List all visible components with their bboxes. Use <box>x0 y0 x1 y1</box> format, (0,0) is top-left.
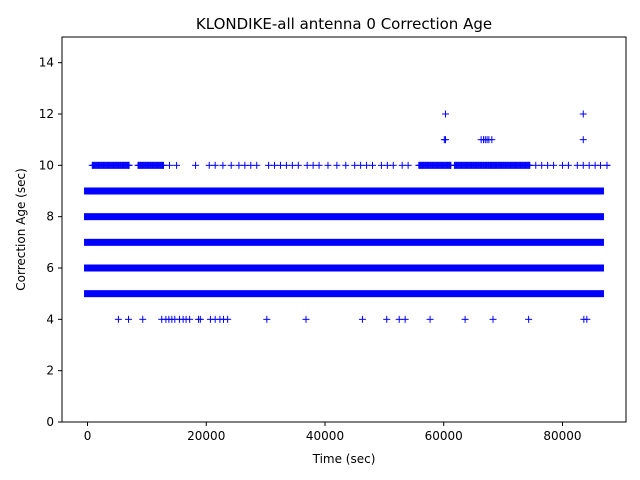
data-point <box>351 161 359 169</box>
data-point <box>114 315 122 323</box>
data-point <box>603 161 611 169</box>
data-point <box>125 161 133 169</box>
data-point <box>383 161 391 169</box>
x-tick-label: 0 <box>84 429 92 443</box>
data-point <box>247 161 255 169</box>
dense-band-7 <box>84 238 604 246</box>
data-point <box>227 161 235 169</box>
x-tick-label: 40000 <box>306 429 344 443</box>
data-point <box>489 315 497 323</box>
data-point <box>160 161 168 169</box>
data-point <box>538 161 546 169</box>
data-point <box>564 161 572 169</box>
data-point <box>389 161 397 169</box>
y-axis-label: Correction Age (sec) <box>14 168 28 291</box>
dense-band-8 <box>84 213 604 221</box>
data-point <box>302 315 310 323</box>
x-tick-label: 80000 <box>543 429 581 443</box>
data-point <box>315 161 323 169</box>
data-point <box>488 136 496 144</box>
data-point <box>196 315 204 323</box>
data-point <box>288 161 296 169</box>
x-axis-label: Time (sec) <box>312 452 376 466</box>
data-point <box>383 315 391 323</box>
data-point <box>426 315 434 323</box>
data-points <box>84 110 611 323</box>
data-point <box>544 161 552 169</box>
y-axis-ticks: 0 2 4 6 8 10 12 14 <box>39 56 62 429</box>
y-tick-label: 4 <box>46 312 54 326</box>
chart-title: KLONDIKE-all antenna 0 Correction Age <box>196 15 492 33</box>
data-point <box>579 161 587 169</box>
y-tick-label: 12 <box>39 107 54 121</box>
data-point <box>241 161 249 169</box>
data-point <box>309 161 317 169</box>
y-tick-label: 10 <box>39 158 54 172</box>
data-point <box>368 161 376 169</box>
data-point <box>596 161 604 169</box>
data-point <box>342 161 350 169</box>
data-point <box>219 161 227 169</box>
data-point <box>357 161 365 169</box>
data-point <box>579 110 587 118</box>
data-point <box>579 136 587 144</box>
data-point <box>165 161 173 169</box>
data-point <box>442 110 450 118</box>
data-point <box>401 315 409 323</box>
data-point <box>224 315 232 323</box>
data-point <box>395 315 403 323</box>
data-point <box>263 315 271 323</box>
data-point <box>558 161 566 169</box>
data-point <box>192 161 200 169</box>
data-point <box>265 161 273 169</box>
data-point <box>173 161 181 169</box>
data-point <box>333 161 341 169</box>
data-point <box>532 161 540 169</box>
data-point <box>585 161 593 169</box>
y-tick-label: 0 <box>46 415 54 429</box>
dense-band-9 <box>84 187 604 195</box>
data-point <box>139 315 147 323</box>
data-point <box>573 161 581 169</box>
data-point <box>294 161 302 169</box>
data-point <box>282 161 290 169</box>
data-point <box>363 161 371 169</box>
y-tick-label: 6 <box>46 261 54 275</box>
data-point <box>303 161 311 169</box>
data-point <box>253 161 261 169</box>
data-point <box>211 161 219 169</box>
dense-band-5 <box>84 290 604 298</box>
data-point <box>271 161 279 169</box>
x-axis-ticks: 0 20000 40000 60000 80000 <box>84 422 582 443</box>
data-point <box>404 161 412 169</box>
x-tick-label: 20000 <box>187 429 225 443</box>
y-tick-label: 14 <box>39 56 54 70</box>
data-point <box>124 315 132 323</box>
data-point <box>358 315 366 323</box>
data-point <box>377 161 385 169</box>
y-tick-label: 2 <box>46 364 54 378</box>
x-tick-label: 60000 <box>425 429 463 443</box>
y-tick-label: 8 <box>46 210 54 224</box>
data-point <box>205 161 213 169</box>
plot-area <box>62 37 626 422</box>
data-point <box>525 315 533 323</box>
data-point <box>186 315 194 323</box>
dense-band-6 <box>84 264 604 272</box>
data-point <box>461 315 469 323</box>
data-point <box>276 161 284 169</box>
data-point <box>550 161 558 169</box>
data-point <box>398 161 406 169</box>
data-point <box>235 161 243 169</box>
data-point <box>442 136 450 144</box>
data-point <box>583 315 591 323</box>
data-point <box>526 161 534 169</box>
axes-frame <box>61 36 627 423</box>
data-point <box>324 161 332 169</box>
